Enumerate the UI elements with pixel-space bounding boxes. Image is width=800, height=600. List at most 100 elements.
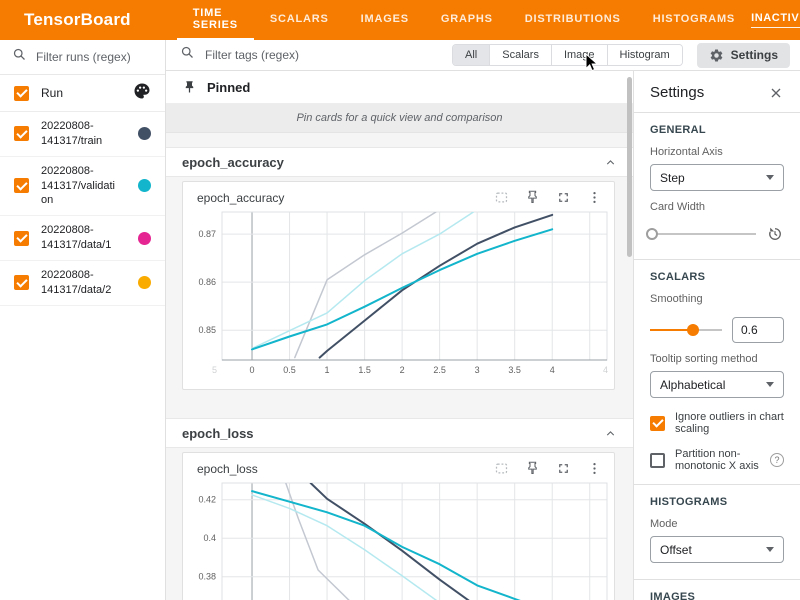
cards-area: Pinned Pin cards for a quick view and co… xyxy=(166,71,633,600)
partition-x-axis-checkbox[interactable] xyxy=(650,453,665,468)
filter-chip-scalars[interactable]: Scalars xyxy=(490,45,552,65)
svg-text:3: 3 xyxy=(475,365,480,375)
tensorboard-app: TensorBoard TIME SERIESSCALARSIMAGESGRAP… xyxy=(0,0,800,600)
close-icon[interactable] xyxy=(768,85,784,101)
settings-histograms-section: HISTOGRAMS Mode Offset xyxy=(648,485,786,579)
svg-text:0.38: 0.38 xyxy=(198,572,216,582)
filter-chip-histogram[interactable]: Histogram xyxy=(608,45,682,65)
card-title: epoch_loss xyxy=(197,462,258,476)
run-checkbox[interactable] xyxy=(14,178,29,193)
main-nav-tabs: TIME SERIESSCALARSIMAGESGRAPHSDISTRIBUTI… xyxy=(177,0,751,40)
fit-to-data-icon[interactable] xyxy=(494,190,509,205)
settings-panel-title: Settings xyxy=(650,84,704,101)
run-color-swatch[interactable] xyxy=(138,179,151,192)
svg-text:0.86: 0.86 xyxy=(198,277,216,287)
tooltip-sort-select[interactable]: Alphabetical xyxy=(650,371,784,398)
app-header: TensorBoard TIME SERIESSCALARSIMAGESGRAP… xyxy=(0,0,800,40)
chevron-up-icon[interactable] xyxy=(604,427,617,440)
filter-chip-image[interactable]: Image xyxy=(552,45,608,65)
histogram-mode-select[interactable]: Offset xyxy=(650,536,784,563)
select-all-runs-checkbox[interactable] xyxy=(14,86,29,101)
help-icon[interactable]: ? xyxy=(770,453,784,467)
svg-text:0.87: 0.87 xyxy=(198,229,216,239)
run-name: 20220808-141317/validation xyxy=(41,164,117,209)
fullscreen-icon[interactable] xyxy=(556,190,571,205)
more-vert-icon[interactable] xyxy=(587,461,602,476)
pinned-section-header[interactable]: Pinned xyxy=(166,71,633,104)
section-header-epoch-loss[interactable]: epoch_loss xyxy=(166,418,633,448)
svg-text:4: 4 xyxy=(603,365,608,375)
card-title: epoch_accuracy xyxy=(197,191,284,205)
ignore-outliers-checkbox[interactable] xyxy=(650,416,665,431)
runs-sidebar: Run 20220808-141317/train 20220808-141317… xyxy=(0,40,166,600)
svg-text:2.5: 2.5 xyxy=(433,365,446,375)
section-header-epoch-accuracy[interactable]: epoch_accuracy xyxy=(166,147,633,177)
smoothing-value-input[interactable] xyxy=(732,317,784,343)
epoch-loss-chart[interactable]: 0.420.40.380.3600.511.522.533.54 xyxy=(184,478,608,600)
status-select-value: INACTIVE xyxy=(751,12,800,24)
status-select[interactable]: INACTIVE ▾ xyxy=(751,12,800,28)
scalar-card-epoch-loss: epoch_loss 0.420.40.380.3600.511.522.533… xyxy=(182,452,615,600)
palette-icon[interactable] xyxy=(133,82,151,105)
run-checkbox[interactable] xyxy=(14,231,29,246)
fit-to-data-icon[interactable] xyxy=(494,461,509,476)
svg-text:5: 5 xyxy=(212,365,217,375)
run-row: 20220808-141317/data/2 xyxy=(0,261,165,306)
filter-chip-all[interactable]: All xyxy=(453,45,490,65)
epoch-accuracy-chart[interactable]: 0.850.860.8700.511.522.533.5454 xyxy=(184,207,608,387)
tab-histograms[interactable]: HISTOGRAMS xyxy=(637,0,751,40)
run-checkbox[interactable] xyxy=(14,275,29,290)
run-row: 20220808-141317/data/1 xyxy=(0,216,165,261)
tab-graphs[interactable]: GRAPHS xyxy=(425,0,509,40)
pin-outline-icon[interactable] xyxy=(525,461,540,476)
tab-scalars[interactable]: SCALARS xyxy=(254,0,345,40)
svg-text:1.5: 1.5 xyxy=(358,365,371,375)
fullscreen-icon[interactable] xyxy=(556,461,571,476)
runs-filter xyxy=(0,40,165,75)
main-scrollbar[interactable] xyxy=(627,77,632,597)
settings-images-section: IMAGES Brightness Contrast xyxy=(648,580,786,600)
tags-filter-input[interactable] xyxy=(205,48,452,62)
runs-column-label: Run xyxy=(41,86,63,100)
settings-panel: Settings GENERAL Horizontal Axis Step xyxy=(633,71,800,600)
scrollbar-thumb[interactable] xyxy=(627,77,632,257)
run-name: 20220808-141317/data/1 xyxy=(41,223,117,253)
run-color-swatch[interactable] xyxy=(138,127,151,140)
chevron-up-icon[interactable] xyxy=(604,156,617,169)
run-checkbox[interactable] xyxy=(14,126,29,141)
settings-scalars-section: SCALARS Smoothing Tooltip sorting method… xyxy=(648,260,786,484)
run-name: 20220808-141317/train xyxy=(41,119,117,149)
tab-time-series[interactable]: TIME SERIES xyxy=(177,0,254,40)
svg-text:0.85: 0.85 xyxy=(198,325,216,335)
settings-button[interactable]: Settings xyxy=(697,43,790,68)
svg-text:0.5: 0.5 xyxy=(283,365,296,375)
search-icon xyxy=(180,45,195,65)
run-color-swatch[interactable] xyxy=(138,276,151,289)
pinned-title: Pinned xyxy=(207,80,250,95)
scalar-card-epoch-accuracy: epoch_accuracy 0.850.860.8700.511.522.53… xyxy=(182,181,615,390)
svg-text:0: 0 xyxy=(250,365,255,375)
settings-general-section: GENERAL Horizontal Axis Step Card Width xyxy=(648,113,786,259)
svg-text:0.4: 0.4 xyxy=(203,533,216,543)
svg-text:3.5: 3.5 xyxy=(508,365,521,375)
tab-distributions[interactable]: DISTRIBUTIONS xyxy=(509,0,637,40)
svg-text:1: 1 xyxy=(325,365,330,375)
chevron-down-icon xyxy=(766,547,774,552)
card-width-slider[interactable] xyxy=(650,227,756,241)
pinned-empty-hint: Pin cards for a quick view and compariso… xyxy=(166,104,633,133)
svg-text:0.42: 0.42 xyxy=(198,495,216,505)
run-color-swatch[interactable] xyxy=(138,232,151,245)
tags-toolbar: AllScalarsImageHistogram Settings xyxy=(166,40,800,71)
run-row: 20220808-141317/train xyxy=(0,112,165,157)
app-logo: TensorBoard xyxy=(0,0,155,40)
content-lower: Pinned Pin cards for a quick view and co… xyxy=(166,71,800,600)
runs-filter-input[interactable] xyxy=(36,50,153,64)
horizontal-axis-select[interactable]: Step xyxy=(650,164,784,191)
tab-images[interactable]: IMAGES xyxy=(345,0,425,40)
run-name: 20220808-141317/data/2 xyxy=(41,268,117,298)
smoothing-slider[interactable] xyxy=(650,323,722,337)
reset-icon[interactable] xyxy=(766,225,784,243)
pin-outline-icon[interactable] xyxy=(525,190,540,205)
gear-icon xyxy=(709,48,724,63)
more-vert-icon[interactable] xyxy=(587,190,602,205)
